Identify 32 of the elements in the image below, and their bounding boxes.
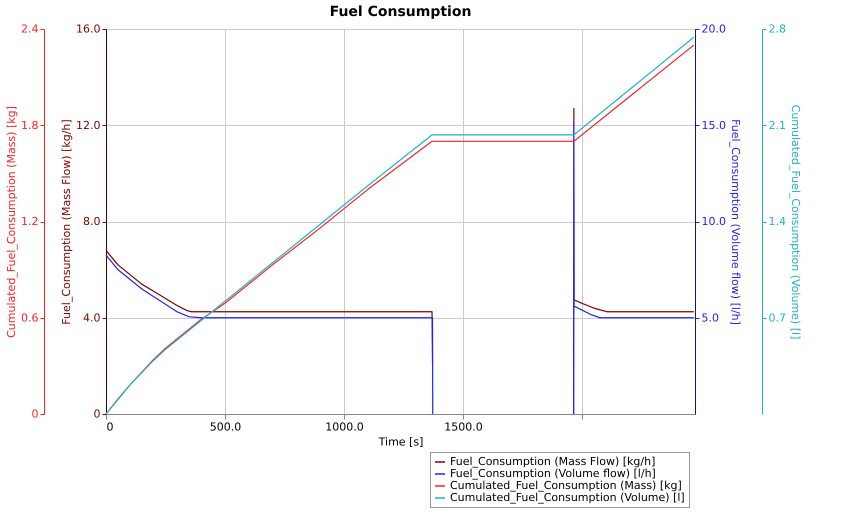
y-tick-label: 2.8 (768, 22, 786, 36)
y-tick-label: 2.1 (768, 118, 786, 132)
y3-tick-label: 0 (32, 408, 38, 420)
legend-label: Fuel_Consumption (Volume flow) [l/h] (450, 467, 656, 480)
y3-axis-title: Cumulated_Fuel_Consumption (Mass) [kg] (5, 106, 18, 338)
x-tick-label: 0 (106, 420, 114, 434)
y-axis-title: Fuel_Consumption (Mass Flow) [kg/h] (60, 119, 74, 325)
y-tick-label: 8.0 (83, 215, 100, 228)
y-tick-label: 16.0 (76, 22, 100, 36)
y2-axis-title: Fuel_Consumption (Volume flow) [l/h] (728, 119, 742, 325)
y3-tick-label: 0.6 (21, 311, 38, 324)
legend-label: Cumulated_Fuel_Consumption (Mass) [kg] (450, 479, 682, 492)
x-tick-label: 1500.0 (444, 420, 483, 434)
y3-tick-label: 1.8 (21, 118, 38, 132)
y-tick-label: 0 (94, 408, 100, 420)
legend-label: Cumulated_Fuel_Consumption (Volume) [l] (450, 491, 685, 504)
x-tick-label: 500.0 (210, 420, 242, 434)
legend-label: Fuel_Consumption (Mass Flow) [kg/h] (450, 455, 656, 468)
y-tick-label: 0.7 (768, 311, 786, 324)
y2-tick-label: 20.0 (702, 22, 726, 36)
y3-tick-label: 2.4 (21, 22, 38, 36)
y2-tick-label: 10.0 (702, 215, 726, 228)
chart-title: Fuel Consumption (330, 4, 472, 20)
y2-tick-label: 15.0 (702, 118, 726, 132)
y3-tick-label: 1.2 (21, 215, 38, 228)
y2-tick-label: 5.0 (702, 311, 719, 324)
x-axis-title: Time [s] (378, 436, 424, 448)
y-tick-label: 4.0 (83, 311, 100, 324)
y-tick-label: 1.4 (768, 215, 786, 228)
y-tick-label: 12.0 (76, 118, 100, 132)
x-tick-label: 1000.0 (325, 420, 364, 434)
y-axis-title: Cumulated_Fuel_Consumption (Volume) [l] (788, 104, 802, 340)
